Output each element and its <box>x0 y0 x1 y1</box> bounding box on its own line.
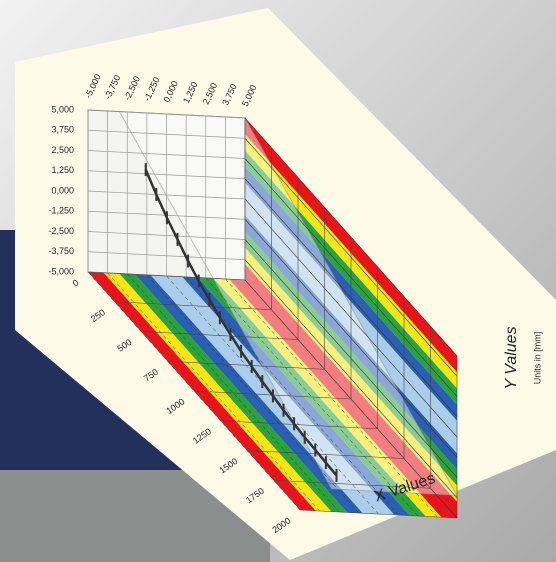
y-tick-label: 0,000 <box>51 185 74 195</box>
y-tick-label: 1,250 <box>51 165 74 175</box>
y-tick-label: -5,000 <box>48 266 74 276</box>
chart: -5,000 -3,750 -2,500 -1,250 0,000 1,250 2,500 3… <box>0 0 556 562</box>
y-tick-label: -3,750 <box>48 246 74 256</box>
y-axis-title: Y Values <box>503 326 520 389</box>
y-tick-label: 2,500 <box>51 145 74 155</box>
y-tick-label: -2,500 <box>48 226 74 236</box>
y-tick-label: 3,750 <box>51 125 74 135</box>
y-axis-subtitle: Units in [mm] <box>532 332 542 385</box>
y-tick-label: -1,250 <box>48 206 74 216</box>
y-tick-label: 5,000 <box>51 104 74 114</box>
